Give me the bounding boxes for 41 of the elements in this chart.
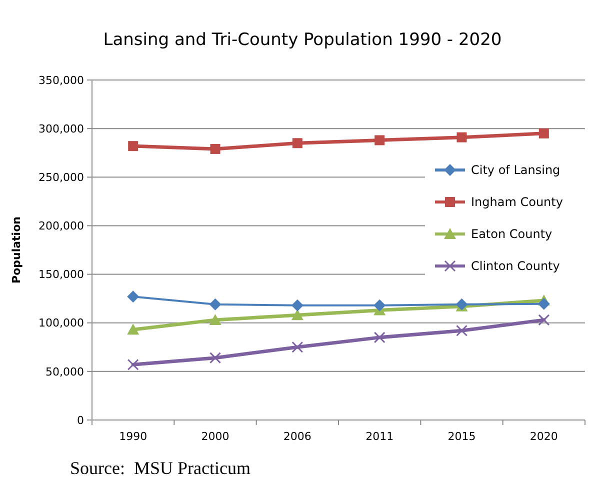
legend-label: Eaton County: [471, 227, 552, 242]
point: [209, 314, 222, 325]
point: [374, 135, 385, 146]
point: [292, 341, 304, 353]
point: [210, 352, 221, 364]
point: [127, 358, 139, 370]
y-tick-label: 250,000: [38, 170, 84, 184]
legend-label: City of Lansing: [471, 163, 560, 178]
point: [128, 141, 138, 152]
source-note: Source: MSU Practicum: [70, 458, 250, 478]
x-tick-label: 2006: [283, 430, 312, 443]
y-tick-label: 350,000: [38, 74, 84, 87]
point: [456, 324, 468, 336]
y-tick-label: 200,000: [38, 220, 84, 233]
legend-label: Ingham County: [471, 195, 563, 210]
y-axis-title: Population: [10, 216, 23, 284]
point: [374, 332, 386, 344]
point: [209, 298, 222, 310]
x-tick-label: 2000: [201, 430, 230, 443]
point: [291, 309, 304, 320]
y-tick-label: 50,000: [46, 365, 84, 378]
x-tick-label: 2015: [448, 430, 476, 443]
point: [538, 298, 550, 310]
x-tick-label: 1990: [119, 430, 148, 443]
point: [456, 132, 467, 142]
point: [538, 128, 549, 138]
point: [291, 299, 304, 312]
x-tick-label: 2020: [530, 430, 558, 443]
y-tick-label: 150,000: [38, 268, 84, 282]
chart-title: Lansing and Tri-County Population 1990 - 2020: [103, 30, 502, 50]
y-tick-label: 0: [77, 414, 84, 427]
x-tick-label: 2011: [366, 430, 394, 443]
y-tick-label: 100,000: [38, 316, 84, 330]
point: [538, 314, 550, 326]
point: [374, 299, 386, 312]
point: [127, 290, 140, 303]
point: [210, 144, 220, 154]
y-tick-label: 300,000: [38, 122, 84, 136]
point: [127, 324, 140, 335]
legend-label: Clinton County: [471, 259, 560, 274]
point: [292, 138, 302, 148]
